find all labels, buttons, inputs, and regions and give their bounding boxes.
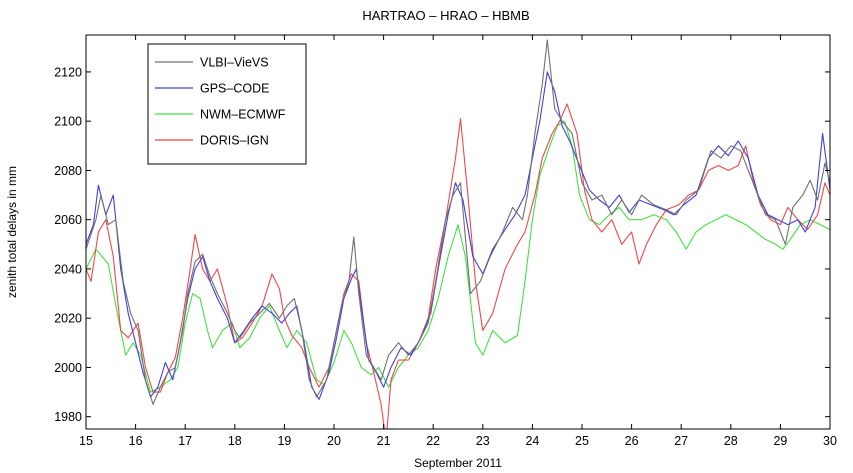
x-tick-label: 24	[525, 434, 539, 448]
x-tick-label: 27	[674, 434, 688, 448]
x-tick-label: 20	[327, 434, 341, 448]
y-tick-label: 1980	[54, 410, 82, 424]
series-line	[86, 120, 830, 393]
plot-frame	[85, 34, 831, 430]
x-tick-label: 30	[823, 434, 837, 448]
legend-label: GPS–CODE	[200, 82, 269, 96]
y-tick-label: 2000	[54, 361, 82, 375]
x-axis-label: September 2011	[414, 456, 502, 470]
y-tick-label: 2020	[54, 312, 82, 326]
x-tick-label: 29	[773, 434, 787, 448]
x-tick-label: 16	[129, 434, 143, 448]
y-tick-label: 2100	[54, 115, 82, 129]
legend-label: NWM–ECMWF	[200, 108, 286, 122]
x-tick-label: 23	[476, 434, 490, 448]
y-tick-label: 2080	[54, 164, 82, 178]
y-tick-label: 2040	[54, 262, 82, 276]
x-tick-label: 15	[79, 434, 93, 448]
y-tick-label: 2120	[54, 65, 82, 79]
y-axis-label: zenith total delays in mm	[5, 166, 19, 298]
legend-label: DORIS–IGN	[200, 134, 269, 148]
x-tick-label: 28	[724, 434, 738, 448]
chart-title: HARTRAO – HRAO – HBMB	[362, 8, 529, 23]
y-axis: 1980 2000 2020 2040 2060 2080 2100 2120	[54, 65, 830, 424]
x-tick-label: 21	[377, 434, 391, 448]
x-axis: 15 16 17 18 19 20 21 22 23 24 25 26 27 28 29 30	[79, 35, 837, 448]
legend: VLBI–VieVS GPS–CODE NWM–ECMWF DORIS–IGN	[147, 43, 307, 165]
x-tick-label: 25	[575, 434, 589, 448]
x-tick-label: 17	[178, 434, 192, 448]
legend-box	[147, 43, 307, 165]
series-line	[86, 39, 830, 405]
y-tick-label: 2060	[54, 213, 82, 227]
x-tick-label: 19	[277, 434, 291, 448]
series-line	[86, 103, 830, 429]
x-tick-label: 22	[426, 434, 440, 448]
x-tick-label: 26	[625, 434, 639, 448]
series-lines	[86, 39, 830, 429]
legend-label: VLBI–VieVS	[200, 56, 269, 70]
x-tick-label: 18	[228, 434, 242, 448]
